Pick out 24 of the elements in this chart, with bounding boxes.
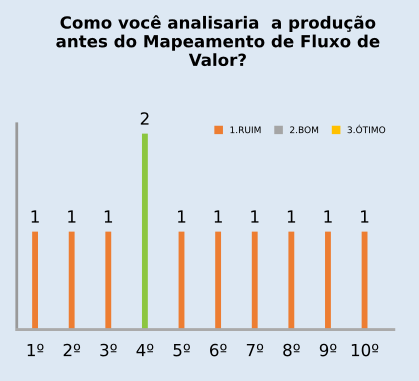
data-label: 1 — [324, 210, 332, 223]
x-tick-label: 2º — [64, 344, 80, 356]
x-tick-label: 5º — [174, 344, 190, 356]
x-tick-label: 9º — [320, 344, 336, 356]
x-tick-label: 8º — [283, 344, 300, 356]
data-label: 1 — [68, 210, 76, 223]
x-tick-label: 6º — [210, 344, 227, 356]
legend-label: 3.ÓTIMO — [348, 124, 386, 134]
data-label: 1 — [214, 210, 222, 223]
data-label: 1 — [104, 210, 112, 223]
x-tick-label: 7º — [246, 344, 264, 356]
data-label: 1 — [178, 210, 186, 223]
data-label: 1 — [251, 210, 258, 223]
legend-label: 2.BOM — [290, 126, 318, 134]
x-tick-label: 3º — [100, 344, 117, 356]
legend-label: 1.RUIM — [230, 126, 261, 134]
data-label: 2 — [140, 112, 149, 125]
x-tick-label: 1º — [28, 344, 44, 356]
data-label: 1 — [288, 210, 296, 223]
data-label: 1 — [32, 210, 39, 223]
x-tick-label: 10º — [352, 344, 378, 356]
data-label: 1 — [361, 210, 368, 223]
x-tick-label: 4º — [136, 344, 154, 356]
chart-title: Como você analisaria a produção antes do Mapeamento de Fluxo de Valor? — [56, 15, 380, 66]
